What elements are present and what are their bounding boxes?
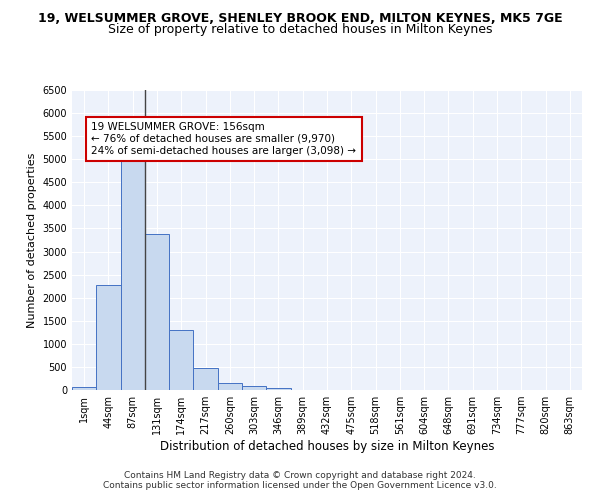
Bar bbox=[96, 285, 121, 390]
Bar bbox=[218, 382, 242, 390]
Bar bbox=[72, 387, 96, 390]
Y-axis label: Number of detached properties: Number of detached properties bbox=[27, 152, 37, 328]
Text: Contains HM Land Registry data © Crown copyright and database right 2024.: Contains HM Land Registry data © Crown c… bbox=[124, 470, 476, 480]
Bar bbox=[121, 140, 145, 390]
Bar bbox=[193, 368, 218, 390]
Text: Size of property relative to detached houses in Milton Keynes: Size of property relative to detached ho… bbox=[108, 22, 492, 36]
Text: 19, WELSUMMER GROVE, SHENLEY BROOK END, MILTON KEYNES, MK5 7GE: 19, WELSUMMER GROVE, SHENLEY BROOK END, … bbox=[38, 12, 562, 26]
Bar bbox=[266, 388, 290, 390]
Bar bbox=[169, 330, 193, 390]
Text: 19 WELSUMMER GROVE: 156sqm
← 76% of detached houses are smaller (9,970)
24% of s: 19 WELSUMMER GROVE: 156sqm ← 76% of deta… bbox=[91, 122, 356, 156]
Bar bbox=[242, 386, 266, 390]
Bar bbox=[145, 234, 169, 390]
X-axis label: Distribution of detached houses by size in Milton Keynes: Distribution of detached houses by size … bbox=[160, 440, 494, 453]
Text: Contains public sector information licensed under the Open Government Licence v3: Contains public sector information licen… bbox=[103, 480, 497, 490]
